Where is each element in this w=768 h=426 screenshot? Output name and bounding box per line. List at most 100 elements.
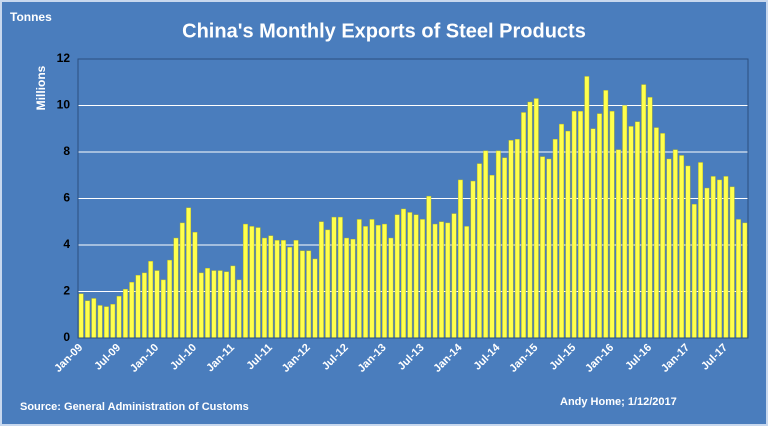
bar (122, 288, 128, 339)
bar (344, 237, 350, 339)
bar (306, 250, 312, 339)
bar (622, 105, 628, 339)
bar (685, 165, 691, 339)
bar (173, 237, 179, 339)
bar (224, 271, 229, 339)
bar (192, 232, 198, 339)
bar (691, 204, 697, 339)
y-tick-label: 2 (63, 284, 70, 298)
bar (230, 265, 236, 339)
bar (742, 222, 748, 339)
bar (91, 298, 97, 339)
bar (571, 111, 577, 339)
bar (211, 270, 217, 339)
bar (464, 226, 470, 339)
bar (729, 186, 735, 339)
bar (717, 179, 722, 339)
bar (243, 223, 248, 339)
bar (312, 258, 318, 339)
bar (160, 279, 166, 339)
bar (634, 121, 640, 339)
bar (546, 158, 552, 339)
source: Source: General Administration of Custom… (20, 401, 249, 413)
bar (78, 293, 84, 339)
bar (641, 84, 647, 339)
bar (723, 176, 729, 339)
bar (527, 101, 533, 339)
bar (457, 179, 463, 339)
bar (698, 162, 704, 339)
y-tick-label: 10 (57, 98, 71, 112)
plot-frame (77, 58, 749, 339)
bar (521, 112, 527, 339)
bar (154, 270, 160, 339)
bar (148, 261, 154, 339)
bar (483, 150, 489, 339)
bar (268, 235, 274, 339)
bar (325, 229, 331, 339)
bar (375, 225, 381, 339)
bar (287, 247, 293, 339)
bar (552, 139, 558, 339)
bar (394, 214, 400, 339)
bar (97, 305, 103, 339)
bar (439, 221, 444, 339)
bar (249, 226, 255, 339)
bar (217, 270, 223, 339)
y-tick-label: 4 (63, 237, 70, 251)
bar (540, 156, 545, 339)
bar (413, 214, 419, 339)
bar (432, 223, 438, 339)
bar (236, 279, 242, 339)
bar (508, 140, 514, 339)
bar (382, 223, 387, 339)
bar (660, 133, 666, 339)
bar (337, 216, 343, 339)
bar (110, 304, 116, 339)
bar (514, 139, 520, 339)
bar (704, 187, 710, 339)
bar (205, 268, 210, 339)
bar (356, 219, 362, 339)
bar (135, 275, 141, 339)
bar (470, 180, 476, 339)
bar (186, 207, 192, 339)
bar (198, 272, 204, 339)
bar (489, 175, 495, 339)
bar (388, 237, 394, 339)
bar (299, 250, 305, 339)
chart-title: China's Monthly Exports of Steel Product… (182, 20, 586, 42)
bar (167, 259, 173, 339)
bar (603, 90, 609, 339)
bar (363, 226, 369, 339)
bar (578, 111, 583, 339)
bar (710, 176, 716, 339)
bar (262, 237, 267, 339)
credit: Andy Home; 1/12/2017 (560, 396, 677, 408)
bar (565, 130, 571, 339)
bar (318, 221, 324, 339)
bar (255, 227, 261, 339)
y-tick-label: 12 (57, 51, 71, 65)
bar (495, 150, 501, 339)
bar (666, 158, 672, 339)
bar (590, 128, 596, 339)
bar (104, 306, 109, 339)
bar (736, 219, 741, 339)
bar (609, 111, 615, 339)
bar (179, 222, 185, 339)
bar (559, 123, 564, 339)
y-axis-label: Millions (34, 65, 48, 110)
bar (672, 149, 678, 339)
bar (476, 163, 482, 339)
bar (584, 76, 590, 339)
unit-label: Tonnes (10, 10, 52, 24)
bar (281, 240, 286, 339)
bar (407, 212, 413, 339)
bar (426, 195, 432, 339)
bar (679, 155, 685, 339)
bar (653, 127, 659, 339)
bar (331, 216, 337, 339)
bar (451, 213, 457, 339)
